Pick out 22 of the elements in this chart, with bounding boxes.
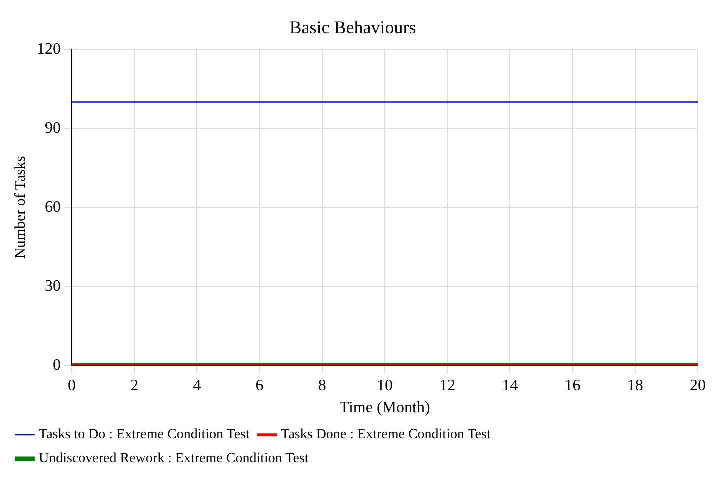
legend-label: Tasks to Do : Extreme Condition Test <box>39 428 250 443</box>
x-tick-label: 0 <box>68 377 76 394</box>
x-tick-label: 2 <box>130 377 139 394</box>
chart-title: Basic Behaviours <box>290 18 416 38</box>
y-tick-label: 90 <box>45 120 61 137</box>
y-axis-title: Number of Tasks <box>12 156 29 260</box>
y-tick-label: 60 <box>45 198 61 216</box>
legend-label: Undiscovered Rework : Extreme Condition Test <box>39 452 309 467</box>
x-axis-title: Time (Month) <box>340 400 430 417</box>
x-tick-label: 14 <box>502 377 518 394</box>
x-tick-label: 18 <box>627 377 644 394</box>
y-tick-label: 0 <box>53 356 61 374</box>
x-tick-label: 10 <box>377 377 393 394</box>
x-tick-label: 12 <box>440 377 456 394</box>
x-tick-label: 4 <box>193 377 202 394</box>
x-tick-label: 20 <box>690 377 706 394</box>
legend-label: Tasks Done : Extreme Condition Test <box>281 428 491 443</box>
x-tick-label: 8 <box>318 377 326 394</box>
x-tick-label: 16 <box>564 377 581 394</box>
y-tick-label: 30 <box>45 278 61 295</box>
y-tick-label: 120 <box>37 40 61 58</box>
x-tick-label: 6 <box>256 377 264 394</box>
